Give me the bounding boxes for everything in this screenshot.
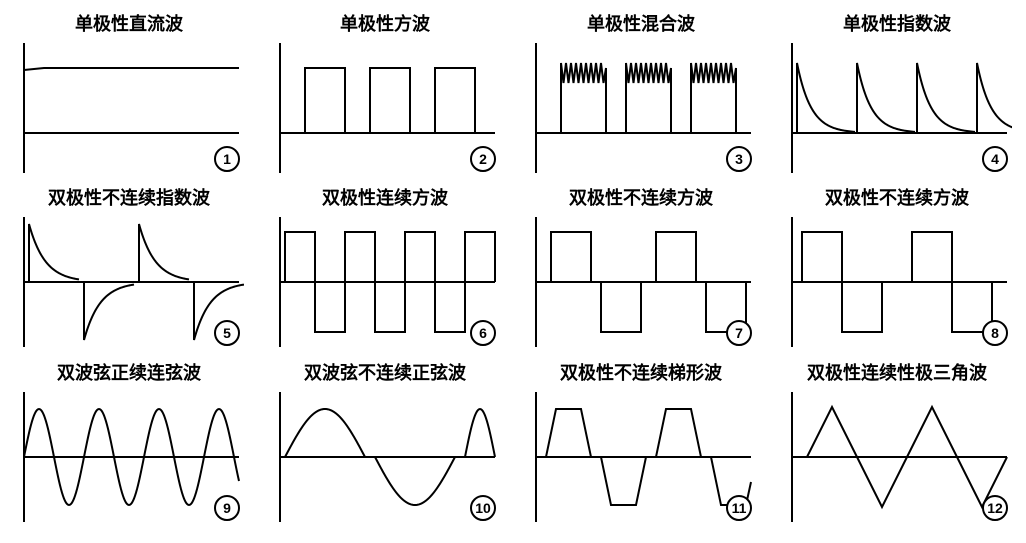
waveform-cell-9: 双波弦正续连弦波 9 — [10, 359, 248, 533]
waveform-cell-1: 单极性直流波 1 — [10, 10, 248, 184]
waveform-title: 单极性指数波 — [843, 10, 951, 36]
waveform-plot: 7 — [526, 212, 756, 352]
waveform-plot: 2 — [270, 38, 500, 178]
waveform-title: 双极性连续方波 — [322, 184, 448, 210]
waveform-title: 双极性不连续梯形波 — [560, 359, 722, 385]
waveform-number-badge: 1 — [214, 146, 240, 172]
waveform-plot: 12 — [782, 387, 1012, 527]
waveform-title: 单极性直流波 — [75, 10, 183, 36]
waveform-cell-3: 单极性混合波 3 — [522, 10, 760, 184]
waveform-cell-6: 双极性连续方波6 — [266, 184, 504, 358]
waveform-number-badge: 4 — [982, 146, 1008, 172]
waveform-number-badge: 10 — [470, 495, 496, 521]
waveform-number-badge: 2 — [470, 146, 496, 172]
waveform-title: 双波弦不连续正弦波 — [304, 359, 466, 385]
waveform-number-badge: 3 — [726, 146, 752, 172]
waveform-cell-2: 单极性方波 2 — [266, 10, 504, 184]
waveform-plot: 6 — [270, 212, 500, 352]
waveform-plot: 4 — [782, 38, 1012, 178]
waveform-cell-12: 双极性连续性极三角波 12 — [778, 359, 1016, 533]
waveform-plot: 9 — [14, 387, 244, 527]
waveform-plot: 3 — [526, 38, 756, 178]
waveform-title: 双波弦正续连弦波 — [57, 359, 201, 385]
waveform-cell-5: 双极性不连续指数波5 — [10, 184, 248, 358]
waveform-number-badge: 12 — [982, 495, 1008, 521]
waveform-cell-10: 双波弦不连续正弦波 10 — [266, 359, 504, 533]
waveform-plot: 8 — [782, 212, 1012, 352]
waveform-cell-8: 双极性不连续方波8 — [778, 184, 1016, 358]
waveform-title: 单极性混合波 — [587, 10, 695, 36]
waveform-cell-11: 双极性不连续梯形波 11 — [522, 359, 760, 533]
waveform-number-badge: 11 — [726, 495, 752, 521]
waveform-title: 双极性不连续指数波 — [48, 184, 210, 210]
waveform-grid: 单极性直流波1单极性方波2单极性混合波3单极性指数波4双极性不连续指数波5双极性… — [10, 10, 1016, 533]
waveform-title: 双极性连续性极三角波 — [807, 359, 987, 385]
waveform-title: 双极性不连续方波 — [569, 184, 713, 210]
waveform-title: 单极性方波 — [340, 10, 430, 36]
waveform-cell-4: 单极性指数波 4 — [778, 10, 1016, 184]
waveform-plot: 1 — [14, 38, 244, 178]
waveform-plot: 10 — [270, 387, 500, 527]
waveform-number-badge: 9 — [214, 495, 240, 521]
waveform-cell-7: 双极性不连续方波7 — [522, 184, 760, 358]
waveform-title: 双极性不连续方波 — [825, 184, 969, 210]
waveform-plot: 11 — [526, 387, 756, 527]
waveform-plot: 5 — [14, 212, 244, 352]
